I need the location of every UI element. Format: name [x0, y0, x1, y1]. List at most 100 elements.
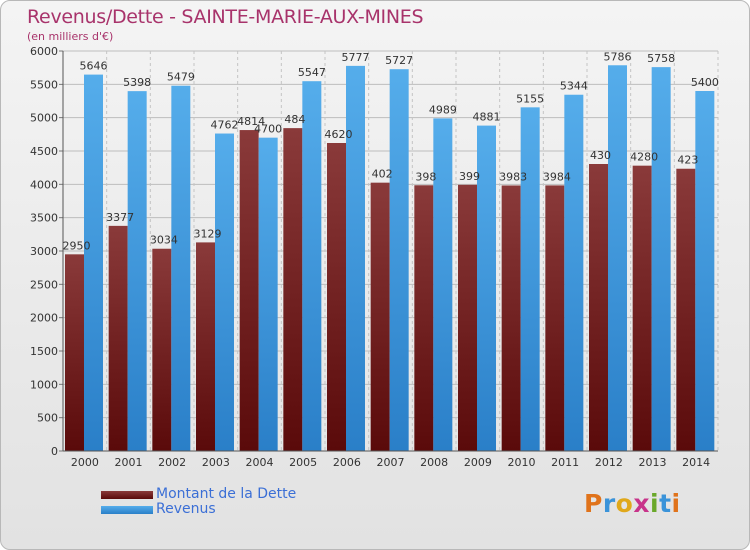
logo-letter: o	[615, 489, 634, 518]
bar-revenue-2013	[651, 67, 671, 451]
logo-letter: P	[584, 489, 603, 518]
logo-letter: x	[633, 489, 650, 518]
data-label-debt-2008: 398	[415, 170, 436, 183]
data-label-revenue-2000: 5646	[80, 60, 108, 73]
bar-revenue-2010	[520, 107, 540, 451]
y-tick-label: 4000	[30, 178, 58, 191]
logo-letter: i	[650, 489, 660, 518]
data-label-debt-2012: 430	[590, 149, 611, 162]
bar-revenue-2003	[215, 133, 234, 452]
bars	[65, 65, 715, 452]
x-tick-label: 2003	[202, 456, 230, 469]
data-label-debt-2002: 3034	[150, 234, 178, 247]
data-label-revenue-2012: 5786	[604, 50, 632, 63]
bar-debt-2002	[152, 248, 172, 451]
bar-revenue-2009	[477, 125, 496, 451]
x-tick-label: 2001	[115, 456, 143, 469]
data-label-revenue-2014: 5400	[691, 76, 719, 89]
bar-revenue-2001	[127, 91, 147, 451]
x-tick-label: 2004	[246, 456, 274, 469]
logo-letter: i	[671, 489, 681, 518]
bar-debt-2003	[196, 242, 215, 451]
y-tick-label: 2500	[30, 278, 58, 291]
bar-debt-2001	[108, 225, 128, 451]
bar-debt-2012	[589, 164, 608, 451]
y-tick-label: 0	[51, 445, 58, 458]
data-label-debt-2003: 3129	[194, 227, 222, 240]
bar-revenue-2005	[302, 81, 322, 451]
y-tick-label: 1500	[30, 345, 58, 358]
bar-debt-2013	[632, 165, 652, 451]
bar-revenue-2000	[84, 74, 103, 451]
data-label-revenue-2008: 4989	[429, 103, 457, 116]
data-label-debt-2001: 3377	[106, 211, 134, 224]
bar-debt-2009	[458, 184, 477, 452]
y-tick-label: 3000	[30, 245, 58, 258]
data-label-debt-2000: 2950	[63, 239, 91, 252]
data-label-debt-2007: 402	[372, 168, 393, 181]
bar-revenue-2012	[608, 65, 627, 452]
y-tick-label: 1000	[30, 378, 58, 391]
value-labels: 2950 5646 3377 5398 3034 5479 3129 476248144700…	[63, 50, 719, 252]
y-tick-label: 6000	[30, 45, 58, 58]
logo-letter: t	[659, 489, 672, 518]
y-tick-label: 5000	[30, 112, 58, 125]
bar-revenue-2014	[695, 91, 715, 451]
data-label-revenue-2009: 4881	[473, 111, 501, 124]
data-label-debt-2004: 4814	[237, 115, 265, 128]
bar-debt-2000	[65, 254, 84, 451]
bar-debt-2005	[283, 128, 303, 451]
bar-debt-2010	[501, 185, 521, 451]
x-tick-label: 2013	[639, 456, 667, 469]
x-tick-label: 2009	[464, 456, 492, 469]
data-label-debt-2010: 3983	[499, 170, 527, 183]
data-label-revenue-2003: 4762	[211, 119, 239, 132]
data-label-revenue-2004: 4700	[254, 123, 282, 136]
x-tick-label: 2010	[508, 456, 536, 469]
bar-revenue-2008	[433, 118, 453, 452]
data-label-revenue-2006: 5777	[342, 51, 370, 64]
x-tick-label: 2006	[333, 456, 361, 469]
bar-revenue-2002	[171, 85, 191, 451]
y-tick-label: 500	[37, 412, 58, 425]
data-label-revenue-2011: 5344	[560, 80, 588, 93]
chart-subtitle: (en milliers d'€)	[27, 30, 114, 43]
legend-swatch-revenue	[101, 506, 153, 514]
bar-revenue-2007	[389, 69, 409, 451]
data-label-revenue-2001: 5398	[123, 76, 151, 89]
data-label-revenue-2002: 5479	[167, 71, 195, 84]
bar-debt-2006	[327, 143, 346, 451]
legend-label-revenue: Revenus	[156, 501, 216, 517]
legend-label-debt: Montant de la Dette	[156, 486, 297, 502]
bar-debt-2007	[370, 182, 390, 451]
data-label-debt-2014: 423	[677, 154, 698, 167]
data-label-debt-2011: 3984	[543, 170, 571, 183]
axes: 0 500 1000 1500 2000 2500 3000 3500 4000 4500 5000…	[30, 45, 718, 469]
y-tick-label: 2000	[30, 312, 58, 325]
proxiti-logo[interactable]: Proxiti	[584, 489, 681, 518]
data-label-debt-2009: 399	[459, 170, 480, 183]
x-tick-label: 2005	[289, 456, 317, 469]
y-tick-label: 5500	[30, 78, 58, 91]
data-label-revenue-2013: 5758	[647, 52, 675, 65]
bar-revenue-2011	[564, 94, 584, 451]
x-tick-label: 2011	[551, 456, 579, 469]
chart-title: Revenus/Dette - SAINTE-MARIE-AUX-MINES	[27, 6, 424, 28]
data-label-revenue-2007: 5727	[385, 54, 413, 67]
bar-debt-2011	[545, 185, 565, 451]
data-label-revenue-2010: 5155	[516, 92, 544, 105]
bar-debt-2004	[239, 130, 259, 452]
y-tick-label: 4500	[30, 145, 58, 158]
data-label-debt-2013: 4280	[630, 151, 658, 164]
bar-debt-2008	[414, 185, 434, 451]
data-label-revenue-2005: 5547	[298, 66, 326, 79]
x-tick-label: 2012	[595, 456, 623, 469]
x-tick-label: 2008	[420, 456, 448, 469]
x-tick-label: 2014	[682, 456, 710, 469]
data-label-debt-2006: 4620	[325, 128, 353, 141]
x-tick-label: 2002	[158, 456, 186, 469]
x-tick-label: 2007	[377, 456, 405, 469]
bar-revenue-2004	[258, 137, 278, 451]
